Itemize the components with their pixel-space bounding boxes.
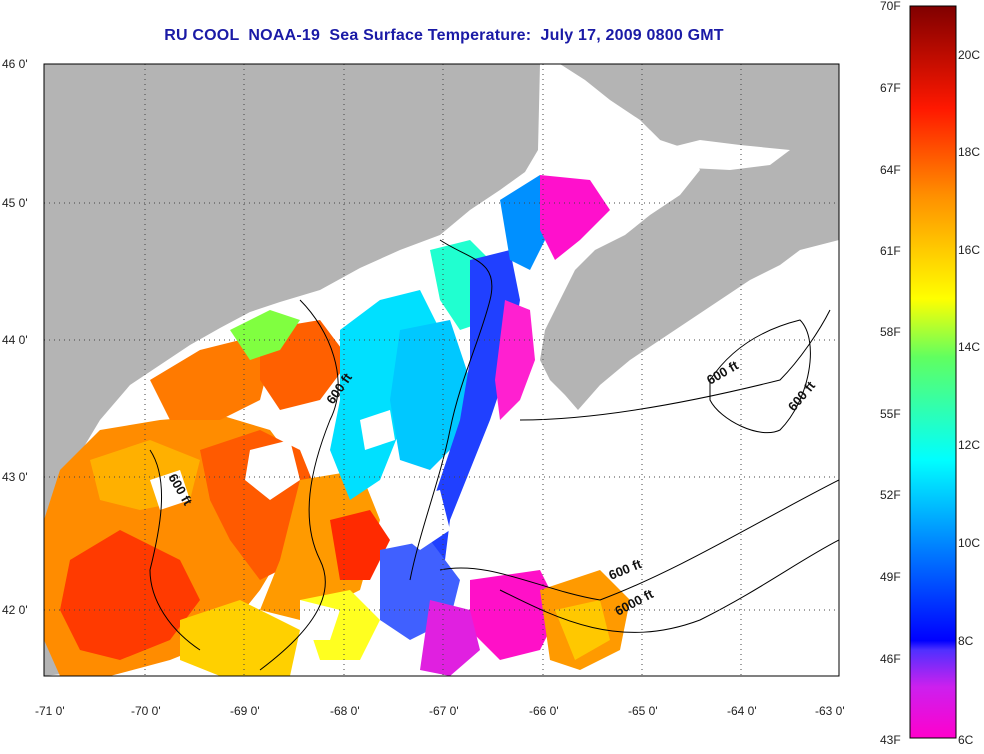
colorbar-f-label: 55F bbox=[880, 407, 901, 421]
lat-tick-label: 45 0' bbox=[2, 196, 28, 210]
lon-tick-label: -70 0' bbox=[131, 704, 161, 718]
lon-tick-label: -65 0' bbox=[628, 704, 658, 718]
colorbar-c-label: 6C bbox=[958, 733, 974, 747]
lon-tick-label: -68 0' bbox=[330, 704, 360, 718]
grid-lines bbox=[44, 64, 839, 676]
colorbar-f-label: 49F bbox=[880, 570, 901, 584]
lat-tick-label: 42 0' bbox=[2, 603, 28, 617]
colorbar bbox=[909, 5, 957, 739]
colorbar-c-label: 10C bbox=[958, 536, 980, 550]
lon-tick-label: -71 0' bbox=[35, 704, 65, 718]
colorbar-c-label: 18C bbox=[958, 145, 980, 159]
minas-basin bbox=[660, 140, 790, 170]
lon-tick-label: -67 0' bbox=[429, 704, 459, 718]
colorbar-c-labels: 20C 18C 16C 14C 12C 10C 8C 6C bbox=[958, 48, 980, 747]
lon-tick-label: -64 0' bbox=[727, 704, 757, 718]
colorbar-f-label: 64F bbox=[880, 163, 901, 177]
lat-tick-label: 44 0' bbox=[2, 333, 28, 347]
colorbar-c-label: 8C bbox=[958, 634, 974, 648]
lat-tick-labels: 46 0' 45 0' 44 0' 43 0' 42 0' bbox=[2, 57, 28, 617]
lon-tick-labels: -71 0' -70 0' -69 0' -68 0' -67 0' -66 0… bbox=[35, 704, 845, 718]
colorbar-f-label: 67F bbox=[880, 81, 901, 95]
lon-tick-label: -63 0' bbox=[815, 704, 845, 718]
sst-field bbox=[44, 175, 630, 676]
lat-tick-label: 43 0' bbox=[2, 470, 28, 484]
colorbar-f-label: 43F bbox=[880, 733, 901, 747]
map-title: RU COOL NOAA-19 Sea Surface Temperature:… bbox=[164, 27, 724, 44]
colorbar-f-label: 52F bbox=[880, 488, 901, 502]
lat-tick-label: 46 0' bbox=[2, 57, 28, 71]
colorbar-f-labels: 70F 67F 64F 61F 58F 55F 52F 49F 46F 43F bbox=[880, 0, 901, 747]
colorbar-f-label: 61F bbox=[880, 244, 901, 258]
land-new-england bbox=[44, 64, 540, 540]
lon-tick-label: -66 0' bbox=[529, 704, 559, 718]
colorbar-c-label: 12C bbox=[958, 438, 980, 452]
colorbar-f-label: 46F bbox=[880, 652, 901, 666]
bathymetry-contours bbox=[149, 239, 839, 671]
colorbar-c-label: 16C bbox=[958, 243, 980, 257]
colorbar-c-label: 20C bbox=[958, 48, 980, 62]
colorbar-c-label: 14C bbox=[958, 340, 980, 354]
plot-frame bbox=[43, 63, 840, 677]
colorbar-f-label: 70F bbox=[880, 0, 901, 13]
colorbar-f-label: 58F bbox=[880, 325, 901, 339]
lon-tick-label: -69 0' bbox=[230, 704, 260, 718]
